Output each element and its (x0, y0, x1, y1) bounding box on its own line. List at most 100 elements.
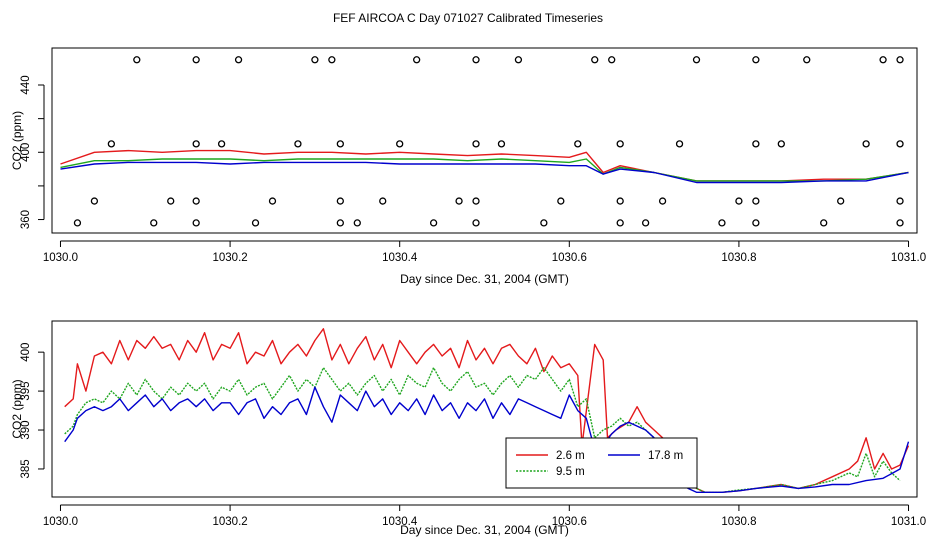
marker-circle (192, 56, 200, 64)
marker-circle (820, 219, 828, 227)
y-axis-label: CO2 (ppm) (10, 111, 24, 170)
marker-circle (608, 56, 616, 64)
legend-box (505, 437, 698, 489)
x-tick-label: 1030.6 (552, 516, 587, 528)
marker-circle (472, 197, 480, 205)
marker-circle (752, 56, 760, 64)
x-tick-label: 1030.8 (721, 516, 756, 528)
marker-circle (896, 56, 904, 64)
x-tick-label: 1030.6 (552, 252, 587, 264)
marker-circle (879, 56, 887, 64)
y-tick-label: 395 (20, 381, 32, 400)
series-line-2-6-m (60, 149, 909, 182)
chart-bottom: 1030.0 1030.2 1030.4 1030.6 1030.8 1031.0 Day … (10, 320, 926, 537)
y-tick-label: 390 (20, 420, 32, 439)
plot-frame (51, 47, 918, 234)
marker-circle (396, 140, 404, 148)
marker-circle (896, 197, 904, 205)
marker-circle (896, 219, 904, 227)
series-line-17-8-m (60, 161, 909, 184)
marker-circle (472, 219, 480, 227)
marker-circle (557, 197, 565, 205)
x-tick-label: 1031.0 (891, 252, 926, 264)
marker-circle (311, 56, 319, 64)
plot-frame (51, 320, 918, 498)
marker-circle (718, 219, 726, 227)
chart-top: 1030.0 1030.2 1030.4 1030.6 1030.8 1031.0 Day … (10, 47, 926, 286)
marker-circle (336, 197, 344, 205)
marker-circle (472, 56, 480, 64)
marker-circle (616, 197, 624, 205)
x-tick-label: 1030.2 (212, 516, 247, 528)
x-tick-label: 1030.4 (382, 252, 418, 264)
marker-circle (514, 56, 523, 64)
marker-circle (328, 56, 336, 64)
marker-circle (616, 140, 624, 148)
x-tick-label: 1030.4 (382, 516, 418, 528)
marker-circle (777, 140, 785, 148)
x-tick-label: 1030.2 (212, 252, 247, 264)
marker-circle (837, 197, 845, 205)
figure-title: FEF AIRCOA C Day 071027 Calibrated Times… (333, 11, 603, 25)
marker-circle (658, 197, 667, 205)
marker-circle (540, 219, 548, 227)
y-tick-label: 400 (20, 343, 32, 362)
marker-circle (862, 140, 870, 148)
marker-circle (413, 56, 421, 64)
marker-circle (692, 56, 701, 64)
marker-circle (192, 140, 200, 148)
marker-circle (735, 197, 743, 205)
series-line-9-5-m (64, 367, 901, 493)
marker-circle (429, 219, 438, 227)
x-tick-label: 1030.0 (43, 516, 78, 528)
marker-circle (752, 140, 760, 148)
marker-circle (472, 140, 480, 148)
marker-circle (896, 140, 904, 148)
marker-circle (336, 219, 344, 227)
y-tick-label: 400 (20, 143, 32, 162)
x-tick-label: 1031.0 (891, 516, 926, 528)
marker-circle (73, 219, 82, 227)
y-tick-label: 385 (20, 459, 32, 478)
marker-circle (752, 197, 760, 205)
marker-circle (455, 197, 463, 205)
marker-circle (167, 197, 175, 205)
marker-circle (591, 56, 599, 64)
x-axis-label: Day since Dec. 31, 2004 (GMT) (400, 272, 569, 286)
marker-circle (497, 140, 506, 148)
y-tick-label: 360 (20, 210, 32, 229)
x-tick-label: 1030.0 (43, 252, 78, 264)
marker-circle (107, 140, 116, 148)
marker-circle (641, 219, 650, 227)
marker-circle (336, 140, 344, 148)
marker-circle (294, 140, 302, 148)
marker-circle (803, 56, 811, 64)
marker-circle (90, 197, 99, 205)
marker-circle (752, 219, 760, 227)
x-axis-label: Day since Dec. 31, 2004 (GMT) (400, 523, 569, 537)
marker-circle (192, 219, 200, 227)
marker-circle (133, 56, 141, 64)
y-tick-label: 440 (20, 75, 32, 94)
marker-circle (379, 197, 387, 205)
marker-circle (675, 140, 684, 148)
legend-label-9-5m: 9.5 m (556, 466, 585, 478)
marker-circle (574, 140, 582, 148)
marker-circle (234, 56, 243, 64)
marker-circle (616, 219, 624, 227)
legend-label-17-8m: 17.8 m (648, 450, 683, 462)
legend-label-2-6m: 2.6 m (556, 450, 585, 462)
series-line-9-5-m (60, 158, 909, 182)
x-tick-label: 1030.8 (721, 252, 756, 264)
marker-circle (217, 140, 226, 148)
legend: 2.6 m 17.8 m 9.5 m (505, 437, 698, 489)
y-axis-label: CO2 (ppm) (10, 379, 24, 438)
marker-circle (150, 219, 158, 227)
marker-circle (251, 219, 260, 227)
marker-circle (192, 197, 200, 205)
series-line-17-8-m (64, 386, 910, 493)
series-line-2-6-m (64, 328, 910, 493)
marker-circle (353, 219, 361, 227)
marker-circle (268, 197, 277, 205)
